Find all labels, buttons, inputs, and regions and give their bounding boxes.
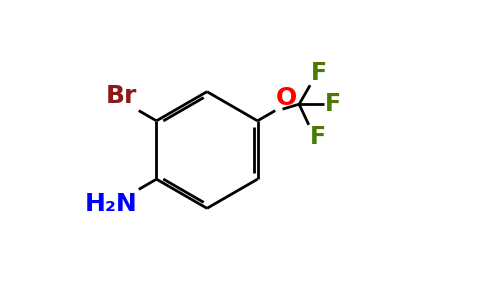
Text: F: F <box>325 92 341 116</box>
Text: Br: Br <box>106 84 137 108</box>
Text: H₂N: H₂N <box>85 192 137 216</box>
Text: O: O <box>276 86 297 110</box>
Text: F: F <box>311 61 327 85</box>
Text: F: F <box>310 125 326 149</box>
